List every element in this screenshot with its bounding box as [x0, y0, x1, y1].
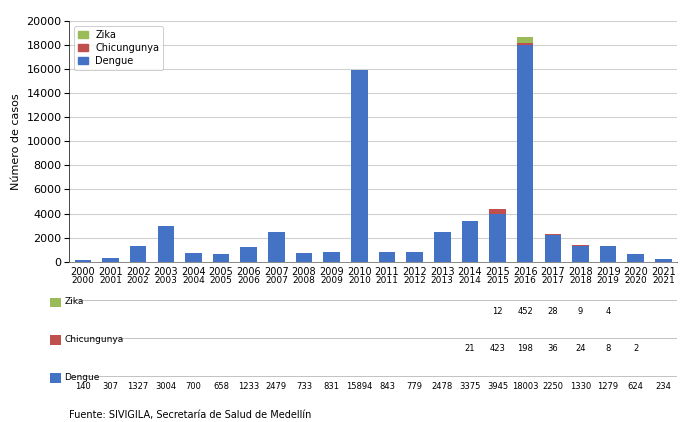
Bar — [434, 232, 451, 262]
Text: 2012: 2012 — [404, 276, 426, 285]
Text: 140: 140 — [75, 382, 91, 392]
Legend: Zika, Chicungunya, Dengue: Zika, Chicungunya, Dengue — [74, 26, 163, 70]
Text: 36: 36 — [547, 344, 558, 354]
Text: 307: 307 — [102, 382, 119, 392]
Bar — [545, 234, 561, 235]
Text: 198: 198 — [518, 344, 533, 354]
Text: 733: 733 — [296, 382, 312, 392]
Bar — [517, 45, 533, 262]
Text: Fuente: SIVIGILA, Secretaría de Salud de Medellín: Fuente: SIVIGILA, Secretaría de Salud de… — [69, 410, 312, 420]
Text: 2019: 2019 — [596, 276, 620, 285]
Text: 15894: 15894 — [346, 382, 372, 392]
Text: 2000: 2000 — [71, 276, 95, 285]
Bar — [545, 235, 561, 262]
Bar — [296, 253, 312, 262]
Text: 1330: 1330 — [570, 382, 591, 392]
Text: 2018: 2018 — [569, 276, 592, 285]
Bar — [462, 221, 478, 262]
Text: 18003: 18003 — [512, 382, 538, 392]
Text: 8: 8 — [605, 344, 611, 354]
Text: 24: 24 — [575, 344, 586, 354]
Text: 3945: 3945 — [487, 382, 508, 392]
Text: 9: 9 — [578, 306, 583, 316]
Bar — [572, 246, 589, 262]
Text: 2479: 2479 — [266, 382, 287, 392]
Bar — [75, 260, 91, 262]
Text: 2014: 2014 — [459, 276, 481, 285]
Bar — [240, 247, 257, 262]
Text: 2005: 2005 — [209, 276, 233, 285]
Bar — [489, 209, 506, 214]
Text: 779: 779 — [406, 382, 423, 392]
Text: 2015: 2015 — [486, 276, 509, 285]
Text: 2250: 2250 — [542, 382, 563, 392]
Bar — [185, 253, 202, 262]
Text: 2016: 2016 — [513, 276, 537, 285]
Text: 234: 234 — [656, 382, 671, 392]
Text: 2002: 2002 — [127, 276, 149, 285]
Bar — [268, 232, 285, 262]
Bar — [406, 252, 423, 262]
Text: 658: 658 — [213, 382, 229, 392]
Text: Zika: Zika — [64, 297, 84, 306]
Text: 1233: 1233 — [238, 382, 259, 392]
Bar — [627, 254, 644, 262]
Text: 2009: 2009 — [320, 276, 343, 285]
Text: Dengue: Dengue — [64, 373, 100, 382]
Bar — [489, 214, 506, 262]
Text: 700: 700 — [186, 382, 201, 392]
Text: 2010: 2010 — [348, 276, 371, 285]
Text: 423: 423 — [490, 344, 505, 354]
Text: 1279: 1279 — [598, 382, 618, 392]
Text: 2478: 2478 — [432, 382, 453, 392]
Bar — [517, 37, 533, 43]
Text: 12: 12 — [492, 306, 503, 316]
Text: 831: 831 — [323, 382, 340, 392]
Bar — [158, 225, 174, 262]
Bar — [102, 258, 119, 262]
Text: 2001: 2001 — [99, 276, 122, 285]
Text: 2004: 2004 — [182, 276, 205, 285]
Text: 624: 624 — [628, 382, 643, 392]
Text: 4: 4 — [605, 306, 611, 316]
Bar — [379, 252, 395, 262]
Text: 2013: 2013 — [430, 276, 454, 285]
Bar — [655, 259, 672, 262]
Text: 2: 2 — [633, 344, 638, 354]
Bar — [600, 246, 616, 262]
Text: 2007: 2007 — [265, 276, 288, 285]
Bar — [351, 70, 368, 262]
Bar — [323, 252, 340, 262]
Bar — [517, 43, 533, 45]
Text: 2003: 2003 — [154, 276, 178, 285]
Text: 2008: 2008 — [292, 276, 316, 285]
Text: 2021: 2021 — [652, 276, 674, 285]
Y-axis label: Número de casos: Número de casos — [11, 93, 21, 189]
Text: 21: 21 — [464, 344, 475, 354]
Text: 3004: 3004 — [155, 382, 176, 392]
Text: 28: 28 — [547, 306, 558, 316]
Bar — [213, 254, 229, 262]
Text: 2006: 2006 — [237, 276, 261, 285]
Bar — [130, 246, 146, 262]
Text: 2020: 2020 — [625, 276, 647, 285]
Text: Chicungunya: Chicungunya — [64, 335, 124, 344]
Text: 1327: 1327 — [128, 382, 149, 392]
Text: 843: 843 — [379, 382, 395, 392]
Text: 452: 452 — [518, 306, 533, 316]
Text: 2017: 2017 — [541, 276, 565, 285]
Text: 2011: 2011 — [375, 276, 399, 285]
Text: 3375: 3375 — [460, 382, 480, 392]
